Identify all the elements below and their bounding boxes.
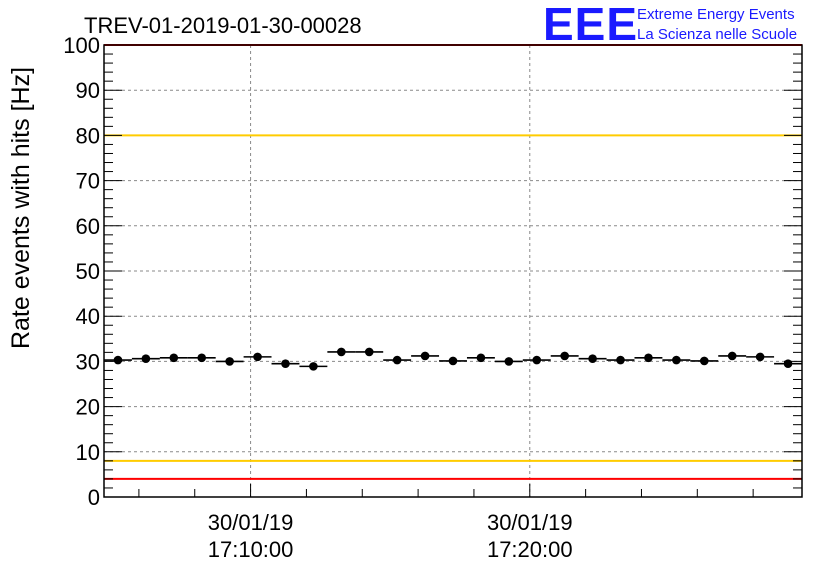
y-tick-label: 20 xyxy=(76,395,100,420)
chart-title: TREV-01-2019-01-30-00028 xyxy=(84,13,362,38)
grid xyxy=(104,45,802,497)
data-point xyxy=(364,347,374,357)
data-point xyxy=(588,354,597,363)
data-point xyxy=(225,357,234,366)
y-tick-label: 10 xyxy=(76,440,100,465)
data-point xyxy=(476,353,486,363)
axes xyxy=(103,44,803,498)
data-point xyxy=(197,353,207,363)
data-point xyxy=(448,356,458,366)
y-tick-label: 90 xyxy=(76,78,100,103)
data-point xyxy=(420,351,430,361)
y-tick-label: 40 xyxy=(76,304,100,329)
data-point xyxy=(113,355,123,365)
data-point xyxy=(672,355,681,365)
y-tick-label: 60 xyxy=(76,214,100,239)
y-tick-label: 50 xyxy=(76,259,100,284)
data-point xyxy=(727,351,737,361)
data-point xyxy=(532,355,542,365)
data-point xyxy=(644,353,653,363)
x-tick-date: 30/01/19 xyxy=(487,510,573,535)
y-tick-label: 0 xyxy=(88,485,100,510)
data-point xyxy=(169,353,179,363)
reference-lines xyxy=(104,44,802,480)
logo-line-1: Extreme Energy Events xyxy=(637,6,795,23)
data-point xyxy=(504,357,514,366)
x-tick-time: 17:20:00 xyxy=(487,537,573,562)
data-point xyxy=(141,354,151,363)
y-tick-label: 70 xyxy=(76,169,100,194)
data-point xyxy=(392,355,402,365)
data-point xyxy=(699,356,709,366)
data-point xyxy=(783,359,793,368)
data-point xyxy=(337,347,346,357)
data-point xyxy=(560,351,569,361)
logo-line-2: La Scienza nelle Scuole xyxy=(637,26,797,43)
y-tick-label: 80 xyxy=(76,123,100,148)
data-point xyxy=(755,352,765,362)
x-tick-time: 17:10:00 xyxy=(208,537,294,562)
data-point xyxy=(253,352,262,362)
x-tick-date: 30/01/19 xyxy=(208,510,294,535)
data-point xyxy=(616,355,625,365)
data-points xyxy=(104,347,802,371)
eee-logo: EEE Extreme Energy Events La Scienza nel… xyxy=(543,0,797,50)
data-point xyxy=(309,362,318,371)
data-point xyxy=(281,359,290,368)
y-tick-labels: 0 10 20 30 40 50 60 70 80 90 100 xyxy=(63,33,100,510)
y-tick-label: 30 xyxy=(76,349,100,374)
logo-mark: EEE xyxy=(543,0,638,50)
y-tick-label: 100 xyxy=(63,33,100,58)
y-axis-label: Rate events with hits [Hz] xyxy=(7,67,35,349)
